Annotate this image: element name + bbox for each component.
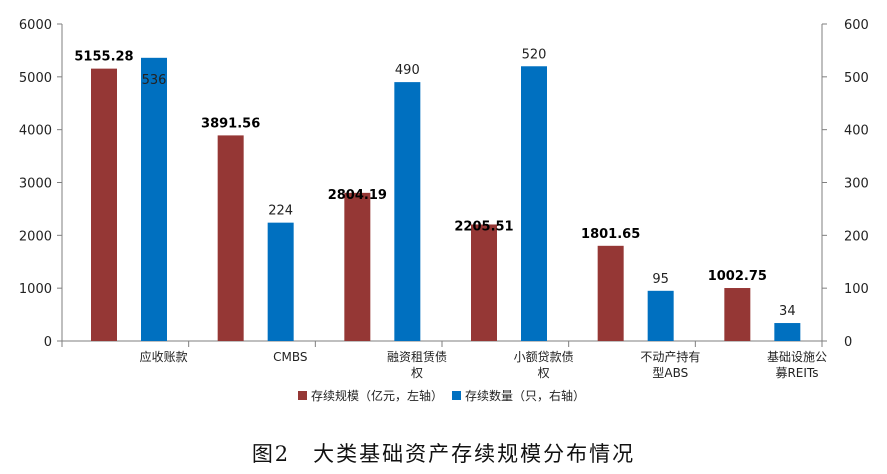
data-label-count: 224 (268, 204, 293, 219)
data-label-count: 490 (395, 63, 420, 78)
left-tick-label: 3000 (19, 177, 52, 192)
bar-count (647, 290, 674, 341)
bar-scale (597, 245, 624, 341)
category-label: 融资租赁债 (387, 350, 447, 364)
data-label-count: 34 (779, 304, 796, 319)
left-tick-label: 4000 (19, 124, 52, 139)
legend-label: 存续数量（只，右轴） (465, 388, 585, 403)
data-label-scale: 1002.75 (708, 269, 767, 284)
bar-count (521, 66, 547, 342)
data-label-scale: 5155.28 (74, 50, 133, 65)
right-tick-label: 100 (844, 282, 869, 297)
left-tick-label: 2000 (19, 229, 52, 244)
bar-count (774, 323, 801, 341)
right-tick-label: 200 (844, 229, 869, 244)
data-label-count: 520 (522, 47, 547, 62)
data-label-scale: 1801.65 (581, 227, 640, 242)
left-tick-label: 0 (44, 335, 52, 350)
figure-caption: 图2 大类基础资产存续规模分布情况 (251, 442, 636, 466)
bar-count (141, 57, 167, 342)
data-label-scale: 2205.51 (454, 219, 513, 234)
right-tick-label: 500 (844, 71, 869, 86)
data-label-scale: 2804.19 (328, 188, 387, 203)
data-label-count: 95 (652, 272, 669, 287)
category-label: CMBS (273, 350, 307, 364)
left-tick-label: 6000 (19, 18, 52, 33)
bar-scale (471, 224, 497, 341)
right-tick-label: 400 (844, 124, 869, 139)
data-label-scale: 3891.56 (201, 116, 260, 131)
category-label: 应收账款 (140, 349, 188, 364)
right-tick-label: 300 (844, 177, 869, 192)
bar-count (267, 222, 294, 341)
bar-scale (217, 135, 244, 341)
legend-swatch (298, 391, 307, 400)
bar-count (394, 82, 421, 341)
right-tick-label: 0 (844, 335, 852, 350)
legend-swatch (452, 391, 461, 400)
category-label: 权 (411, 366, 423, 380)
category-label: 募REITs (775, 366, 818, 380)
bar-scale (344, 192, 371, 341)
category-label: 权 (538, 366, 550, 380)
bar-scale (724, 288, 751, 341)
bar-scale (91, 68, 117, 342)
legend-label: 存续规模（亿元，左轴） (311, 388, 443, 403)
category-label: 不动产持有 (640, 349, 700, 364)
category-label: 小额贷款债 (514, 350, 574, 364)
category-label: 型ABS (652, 366, 688, 380)
left-tick-label: 5000 (19, 71, 52, 86)
left-tick-label: 1000 (19, 282, 52, 297)
data-label-count: 536 (142, 73, 167, 88)
right-tick-label: 600 (844, 18, 869, 33)
category-label: 基础设施公 (767, 350, 827, 364)
